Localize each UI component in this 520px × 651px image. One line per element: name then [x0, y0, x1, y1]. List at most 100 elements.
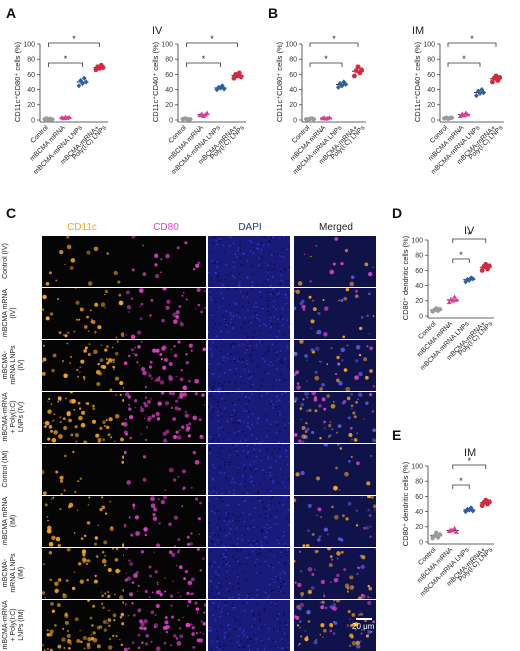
micro-signal — [268, 363, 270, 366]
micro-signal — [341, 551, 344, 554]
micro-signal — [148, 372, 150, 374]
micro-signal — [276, 395, 278, 398]
micro-signal — [259, 329, 262, 332]
micro-signal — [144, 396, 148, 399]
micro-signal — [218, 593, 220, 595]
micro-signal — [277, 577, 279, 580]
micro-signal — [220, 292, 223, 295]
micro-signal — [241, 492, 244, 494]
micro-signal — [51, 535, 56, 541]
micro-signal — [65, 397, 68, 400]
micro-signal — [168, 376, 174, 381]
micro-signal — [261, 341, 264, 344]
micro-signal — [68, 418, 72, 423]
micro-signal — [140, 433, 142, 435]
micro-signal — [331, 558, 334, 561]
micro-signal — [55, 536, 61, 542]
micro-signal — [156, 583, 159, 586]
micro-signal — [267, 310, 270, 313]
micro-signal — [262, 469, 264, 472]
micro-signal — [345, 386, 351, 391]
micro-signal — [181, 505, 184, 508]
micro-signal — [225, 556, 228, 558]
micro-signal — [70, 392, 73, 394]
micro-signal — [225, 477, 228, 480]
micro-signal — [87, 330, 90, 332]
micro-signal — [268, 467, 271, 469]
micro-signal — [218, 392, 221, 393]
micro-signal — [240, 326, 243, 329]
micro-signal — [344, 471, 349, 477]
micro-signal — [216, 456, 219, 459]
micro-signal — [237, 360, 240, 363]
micro-signal — [149, 360, 153, 364]
micro-signal — [94, 579, 98, 584]
micro-signal — [267, 243, 270, 246]
micro-signal — [349, 575, 354, 580]
micro-signal — [279, 582, 282, 585]
y-tick-label: 80 — [415, 479, 423, 486]
micro-signal — [258, 290, 261, 293]
micro-signal — [252, 614, 254, 617]
data-point — [474, 93, 479, 99]
micro-signal — [212, 385, 215, 388]
micro-texture — [294, 496, 376, 547]
micro-signal — [266, 489, 269, 491]
micro-signal — [280, 551, 283, 554]
micro-signal — [278, 586, 280, 588]
data-point — [214, 87, 220, 93]
micro-signal — [243, 520, 246, 523]
micro-signal — [266, 541, 268, 544]
micro-signal — [213, 564, 216, 567]
micro-signal — [219, 409, 222, 411]
micro-signal — [55, 470, 59, 474]
micro-signal — [107, 618, 112, 622]
micro-signal — [284, 293, 287, 296]
y-tick-label: 40 — [289, 87, 297, 94]
micro-signal — [81, 557, 87, 562]
micro-signal — [272, 293, 275, 296]
micro-signal — [251, 315, 254, 318]
micro-signal — [68, 502, 74, 508]
micro-signal — [265, 435, 268, 438]
significance-bracket — [452, 238, 487, 243]
micro-signal — [170, 644, 172, 646]
micro-signal — [232, 607, 234, 609]
micro-signal — [236, 454, 239, 457]
micro-signal — [91, 318, 93, 321]
micro-signal — [142, 370, 147, 376]
micro-signal — [94, 536, 99, 540]
micro-signal — [265, 535, 267, 538]
micro-signal — [250, 354, 253, 356]
micro-signal — [94, 574, 97, 578]
micro-signal — [236, 302, 238, 305]
micro-signal — [228, 303, 231, 306]
micro-signal — [165, 305, 170, 310]
micro-signal — [328, 563, 333, 568]
micro-signal — [238, 344, 241, 347]
micro-tile — [208, 600, 290, 651]
micro-signal — [235, 527, 238, 529]
micro-signal — [253, 539, 255, 542]
micro-signal — [227, 504, 230, 507]
micro-signal — [248, 513, 251, 516]
micro-signal — [174, 399, 179, 403]
micro-signal — [280, 638, 283, 641]
micro-signal — [214, 300, 217, 303]
micro-signal — [296, 382, 300, 385]
micro-signal — [200, 640, 203, 643]
micro-signal — [280, 548, 283, 551]
micro-signal — [210, 386, 213, 389]
micro-signal — [132, 613, 136, 617]
micro-signal — [195, 308, 197, 310]
micro-signal — [233, 358, 235, 360]
micro-signal — [349, 392, 354, 396]
micro-signal — [159, 380, 165, 385]
micro-signal — [238, 562, 241, 565]
micro-signal — [233, 236, 236, 238]
micro-signal — [97, 437, 102, 442]
micro-signal — [351, 613, 356, 617]
micro-signal — [267, 276, 270, 278]
micro-signal — [300, 470, 305, 476]
micro-signal — [96, 625, 101, 630]
